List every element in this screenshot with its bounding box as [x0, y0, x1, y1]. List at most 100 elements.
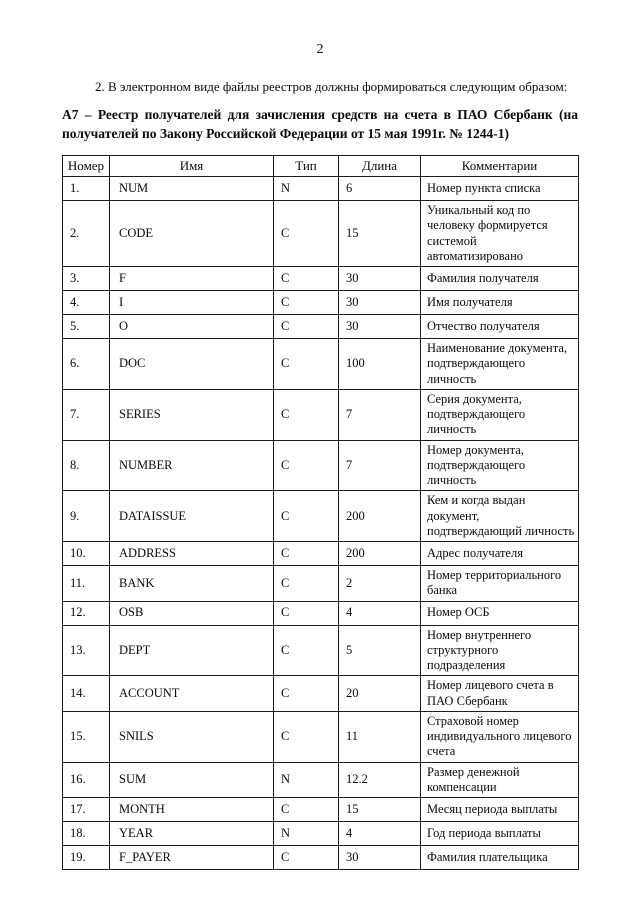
cell-length: 11 — [338, 710, 421, 763]
cell-number: 14. — [62, 675, 110, 712]
cell-number: 2. — [62, 200, 110, 268]
column-header-number: Номер — [62, 155, 110, 178]
cell-comment: Номер внутреннего структурного подраздел… — [420, 624, 579, 677]
table-header-row: Номер Имя Тип Длина Комментарии — [62, 155, 579, 178]
cell-name: OSB — [109, 600, 274, 626]
page-number: 2 — [316, 42, 324, 57]
table-row: 10. ADDRESS C 200 Адрес получателя — [62, 541, 579, 567]
cell-length: 4 — [338, 600, 421, 626]
cell-length: 2 — [338, 565, 421, 602]
cell-number: 17. — [62, 797, 110, 823]
cell-name: CODE — [109, 200, 274, 268]
table-row: 5. O C 30 Отчество получателя — [62, 314, 579, 340]
cell-comment: Наименование документа, подтверждающего … — [420, 338, 579, 390]
cell-name: O — [109, 314, 274, 340]
cell-type: C — [273, 845, 339, 871]
cell-type: N — [273, 821, 339, 847]
cell-number: 9. — [62, 490, 110, 543]
cell-number: 11. — [62, 565, 110, 602]
cell-comment: Номер пункта списка — [420, 176, 579, 202]
cell-number: 16. — [62, 761, 110, 799]
cell-name: DATAISSUE — [109, 490, 274, 543]
cell-name: DOC — [109, 338, 274, 390]
cell-name: F_PAYER — [109, 845, 274, 871]
cell-number: 19. — [62, 845, 110, 871]
cell-type: C — [273, 675, 339, 712]
table-row: 4. I C 30 Имя получателя — [62, 290, 579, 316]
table-row: 15. SNILS C 11 Страховой номер индивидуально… — [62, 710, 579, 763]
cell-name: DEPT — [109, 624, 274, 677]
cell-length: 12.2 — [338, 761, 421, 799]
cell-comment: Номер лицевого счета в ПАО Сбербанк — [420, 675, 579, 712]
cell-type: C — [273, 290, 339, 316]
cell-length: 30 — [338, 290, 421, 316]
cell-type: N — [273, 761, 339, 799]
cell-length: 5 — [338, 624, 421, 677]
cell-number: 5. — [62, 314, 110, 340]
table-row: 2. CODE C 15 Уникальный код по человеку форм… — [62, 200, 579, 268]
cell-name: SUM — [109, 761, 274, 799]
cell-number: 1. — [62, 176, 110, 202]
table-row: 13. DEPT C 5 Номер внутреннего структурного … — [62, 624, 579, 677]
table-row: 9. DATAISSUE C 200 Кем и когда выдан докумен… — [62, 490, 579, 543]
cell-length: 15 — [338, 200, 421, 268]
cell-number: 4. — [62, 290, 110, 316]
column-header-type: Тип — [273, 155, 339, 178]
cell-comment: Размер денежной компенсации — [420, 761, 579, 799]
table-header: Номер Имя Тип Длина Комментарии — [62, 155, 579, 178]
cell-length: 15 — [338, 797, 421, 823]
cell-type: C — [273, 600, 339, 626]
cell-name: NUM — [109, 176, 274, 202]
cell-comment: Фамилия плательщика — [420, 845, 579, 871]
cell-name: ACCOUNT — [109, 675, 274, 712]
cell-type: C — [273, 314, 339, 340]
table-row: 17. MONTH C 15 Месяц периода выплаты — [62, 797, 579, 823]
cell-length: 30 — [338, 845, 421, 871]
cell-type: C — [273, 565, 339, 602]
cell-name: SERIES — [109, 388, 274, 441]
cell-comment: Номер ОСБ — [420, 600, 579, 626]
cell-number: 12. — [62, 600, 110, 626]
cell-comment: Год периода выплаты — [420, 821, 579, 847]
column-header-comments: Комментарии — [420, 155, 579, 178]
cell-number: 15. — [62, 710, 110, 763]
table-row: 16. SUM N 12.2 Размер денежной компенсации — [62, 761, 579, 799]
table-row: 19. F_PAYER C 30 Фамилия плательщика — [62, 845, 579, 871]
cell-length: 7 — [338, 388, 421, 441]
intro-paragraph: 2. В электронном виде файлы реестров дол… — [95, 79, 568, 94]
table-row: 18. YEAR N 4 Год периода выплаты — [62, 821, 579, 847]
cell-type: C — [273, 624, 339, 677]
cell-type: C — [273, 439, 339, 492]
table-row: 3. F C 30 Фамилия получателя — [62, 266, 579, 292]
cell-name: F — [109, 266, 274, 292]
cell-length: 200 — [338, 541, 421, 567]
cell-type: C — [273, 710, 339, 763]
column-header-length: Длина — [338, 155, 421, 178]
cell-name: BANK — [109, 565, 274, 602]
cell-comment: Уникальный код по человеку формируется с… — [420, 200, 579, 268]
table-row: 12. OSB C 4 Номер ОСБ — [62, 600, 579, 626]
cell-number: 7. — [62, 388, 110, 441]
cell-name: NUMBER — [109, 439, 274, 492]
cell-comment: Номер территориального банка — [420, 565, 579, 602]
cell-length: 4 — [338, 821, 421, 847]
cell-comment: Номер документа, подтверждающего личност… — [420, 439, 579, 492]
registry-fields-table: Номер Имя Тип Длина Комментарии 1. NUM N 6 Н… — [62, 155, 579, 871]
cell-comment: Месяц периода выплаты — [420, 797, 579, 823]
table-row: 11. BANK C 2 Номер территориального банка — [62, 565, 579, 602]
cell-comment: Страховой номер индивидуального лицевого… — [420, 710, 579, 763]
cell-number: 13. — [62, 624, 110, 677]
cell-name: YEAR — [109, 821, 274, 847]
section-heading: А7 – Реестр получателей для зачисления с… — [62, 106, 578, 142]
cell-name: MONTH — [109, 797, 274, 823]
cell-type: C — [273, 200, 339, 268]
cell-type: C — [273, 541, 339, 567]
cell-length: 200 — [338, 490, 421, 543]
table-row: 14. ACCOUNT C 20 Номер лицевого счета в ПАО … — [62, 675, 579, 712]
cell-comment: Серия документа, подтверждающего личност… — [420, 388, 579, 441]
cell-length: 6 — [338, 176, 421, 202]
cell-type: C — [273, 490, 339, 543]
cell-type: C — [273, 388, 339, 441]
cell-name: SNILS — [109, 710, 274, 763]
cell-name: ADDRESS — [109, 541, 274, 567]
